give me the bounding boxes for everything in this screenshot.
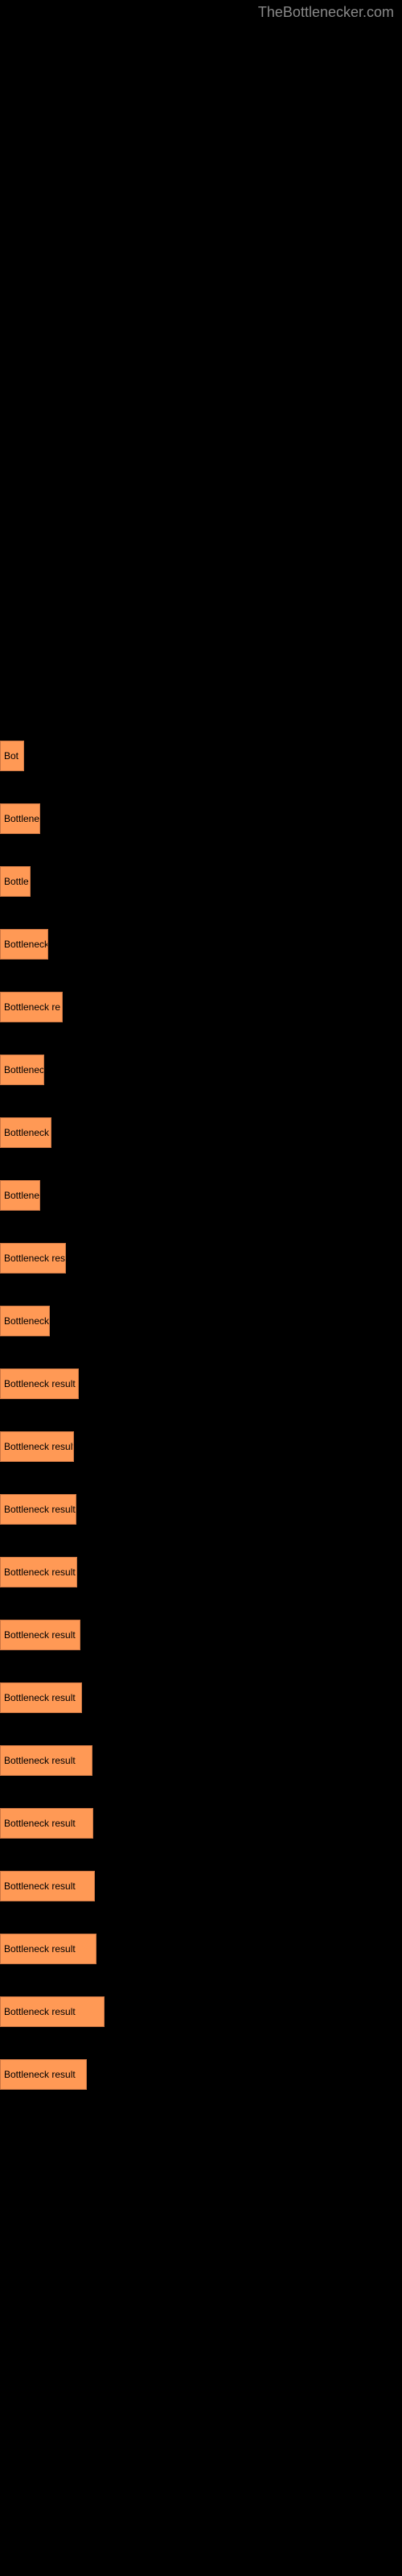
chart-bar: Bottleneck <box>0 929 48 960</box>
bar-label: Bottleneck result <box>4 1504 76 1515</box>
bar-row: Bottleneck <box>0 913 402 969</box>
bar-label: Bottleneck result <box>4 1692 76 1703</box>
bar-row: Bottlene <box>0 1164 402 1220</box>
chart-bar: Bottle <box>0 866 31 897</box>
chart-bar: Bottleneck result <box>0 1745 92 1776</box>
chart-bar: Bottleneck re <box>0 992 63 1022</box>
bar-label: Bottleneck res <box>4 1253 65 1264</box>
bar-label: Bottleneck result <box>4 1567 76 1578</box>
bar-row: Bottle <box>0 850 402 906</box>
bar-row: Bottleneck result <box>0 1980 402 2037</box>
chart-bar: Bottleneck result <box>0 1682 82 1713</box>
bar-chart: Bot Bottlene Bottle Bottleneck Bottleneck re… <box>0 0 402 2138</box>
bar-label: Bottle <box>4 876 29 887</box>
chart-bar: Bottleneck result <box>0 1368 79 1399</box>
chart-bar: Bottleneck res <box>0 1243 66 1274</box>
bar-row: Bottleneck result <box>0 1855 402 1911</box>
chart-bar: Bottleneck result <box>0 1934 96 1964</box>
bar-label: Bottleneck result <box>4 2006 76 2017</box>
bar-label: Bottleneck result <box>4 1629 76 1641</box>
bar-label: Bot <box>4 750 18 762</box>
bar-row: Bottleneck re <box>0 976 402 1032</box>
chart-bar: Bottleneck <box>0 1117 51 1148</box>
chart-bar: Bot <box>0 741 24 771</box>
bar-label: Bottleneck result <box>4 1441 74 1452</box>
bar-row: Bottleneck result <box>0 2043 402 2099</box>
bar-row: Bottlenec <box>0 1038 402 1095</box>
bar-label: Bottlene <box>4 813 39 824</box>
bar-row: Bottleneck result <box>0 1352 402 1409</box>
bar-label: Bottleneck <box>4 939 48 950</box>
chart-bar: Bottlenec <box>0 1055 44 1085</box>
bar-row: Bottleneck result <box>0 1478 402 1534</box>
bar-row: Bottleneck result <box>0 1729 402 1785</box>
chart-bar: Bottleneck result <box>0 1871 95 1901</box>
chart-bar: Bottleneck <box>0 1306 50 1336</box>
chart-bar: Bottleneck result <box>0 2059 87 2090</box>
chart-bar: Bottlene <box>0 803 40 834</box>
bar-label: Bottleneck result <box>4 1378 76 1389</box>
bar-row: Bottleneck result <box>0 1666 402 1723</box>
bar-row: Bot <box>0 724 402 781</box>
bar-row: Bottleneck result <box>0 1604 402 1660</box>
bar-row: Bottleneck <box>0 1290 402 1346</box>
bar-label: Bottlene <box>4 1190 39 1201</box>
bar-row: Bottleneck result <box>0 1792 402 1848</box>
bar-label: Bottleneck result <box>4 2069 76 2080</box>
chart-bar: Bottleneck result <box>0 1494 76 1525</box>
chart-bar: Bottleneck result <box>0 1996 105 2027</box>
bar-label: Bottleneck <box>4 1127 49 1138</box>
bar-label: Bottleneck result <box>4 1880 76 1892</box>
bar-label: Bottleneck result <box>4 1818 76 1829</box>
chart-bar: Bottleneck result <box>0 1808 93 1839</box>
chart-bar: Bottleneck result <box>0 1557 77 1587</box>
bar-row: Bottleneck result <box>0 1415 402 1472</box>
bar-row: Bottleneck <box>0 1101 402 1158</box>
bar-row: Bottleneck result <box>0 1541 402 1597</box>
bar-row: Bottleneck result <box>0 1918 402 1974</box>
bar-label: Bottleneck result <box>4 1943 76 1955</box>
bar-label: Bottleneck re <box>4 1001 60 1013</box>
bar-label: Bottlenec <box>4 1064 44 1075</box>
chart-bar: Bottleneck result <box>0 1431 74 1462</box>
bar-label: Bottleneck <box>4 1315 49 1327</box>
bar-row: Bottlene <box>0 787 402 844</box>
bar-label: Bottleneck result <box>4 1755 76 1766</box>
bar-row: Bottleneck res <box>0 1227 402 1283</box>
chart-bar: Bottlene <box>0 1180 40 1211</box>
chart-bar: Bottleneck result <box>0 1620 80 1650</box>
